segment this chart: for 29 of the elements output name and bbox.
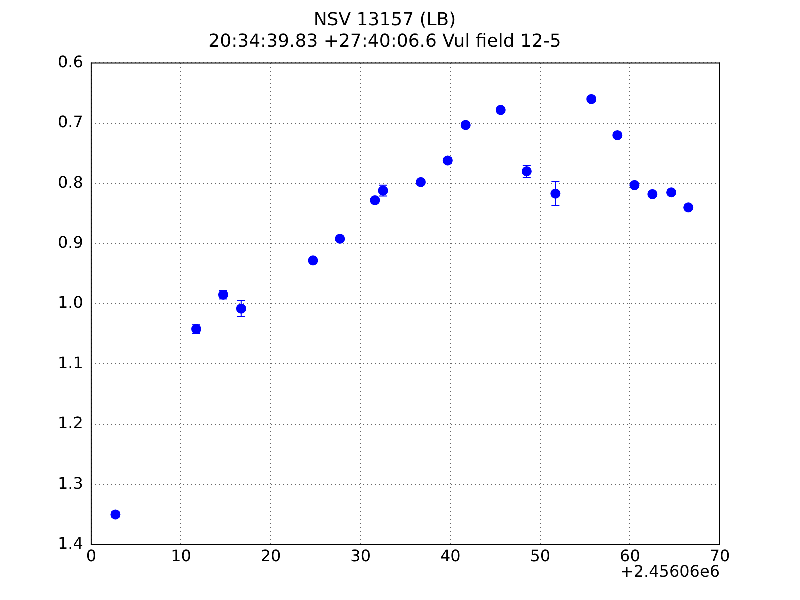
chart-title: NSV 13157 (LB) — [314, 9, 456, 30]
point — [648, 189, 658, 200]
chart-subtitle: 20:34:39.83 +27:40:06.6 Vul field 12-5 — [208, 31, 562, 52]
x-tick-label: 10 — [171, 546, 192, 566]
x-tick-label: 20 — [260, 546, 282, 566]
point — [550, 188, 561, 199]
point — [460, 120, 471, 130]
point — [416, 177, 426, 188]
y-tick-label: 0.8 — [58, 172, 84, 192]
y-tick-label: 0.6 — [58, 52, 84, 72]
y-tick-label: 1.4 — [58, 534, 84, 553]
y-tick-label: 0.9 — [58, 232, 84, 252]
x-tick-label: 50 — [530, 546, 551, 566]
y-tick-label: 0.7 — [58, 112, 84, 132]
point — [684, 202, 694, 213]
y-tick-label: 1.1 — [58, 353, 84, 372]
point — [630, 180, 640, 190]
point — [496, 105, 506, 116]
x-tick-label: 40 — [440, 546, 461, 566]
y-tick-label: 1.0 — [58, 293, 84, 312]
x-tick-label: 0 — [86, 546, 97, 566]
y-tick-label: 1.2 — [58, 414, 84, 433]
point — [335, 234, 346, 244]
x-tick-label: 30 — [350, 546, 372, 566]
point — [666, 188, 677, 198]
y-tick-label: 1.3 — [58, 474, 84, 493]
point — [586, 94, 597, 104]
point — [236, 304, 246, 314]
point — [612, 130, 623, 140]
